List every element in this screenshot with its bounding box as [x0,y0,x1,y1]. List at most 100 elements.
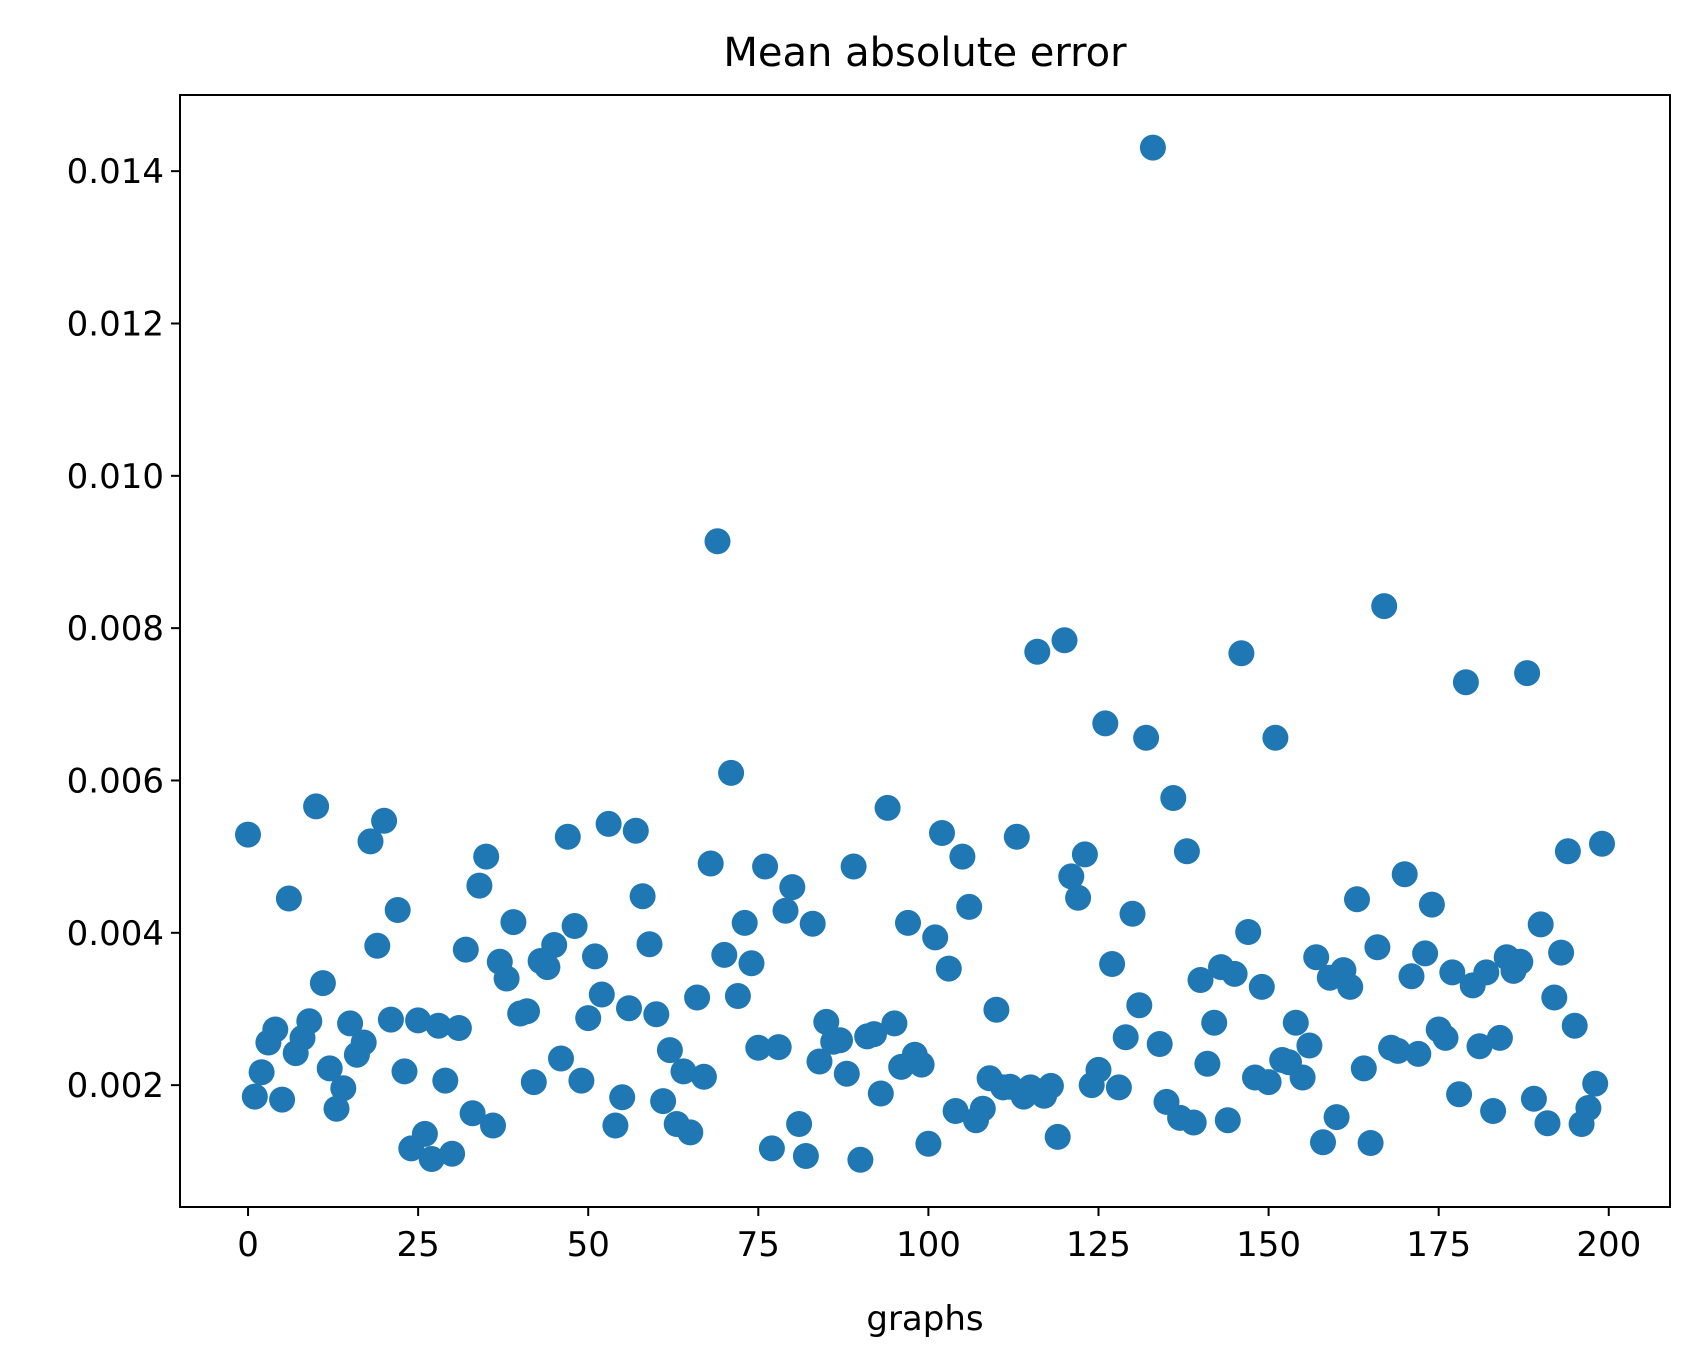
data-point [942,1098,969,1124]
data-point [1126,992,1153,1019]
data-point [799,910,826,937]
x-axis: 0 25 50 75 100 125 150 175 200 [237,1207,1641,1265]
data-point [745,1034,772,1061]
data-point [1527,911,1554,938]
y-tick-label: 0.002 [67,1066,164,1106]
data-point [1201,1009,1228,1036]
data-point [1514,660,1541,687]
data-point [1412,940,1439,967]
data-point [949,843,976,870]
data-point [1575,1095,1602,1121]
data-point [1371,593,1398,620]
data-point [1364,934,1391,961]
data-point [262,1016,289,1043]
data-point [786,1111,813,1137]
data-point [500,909,527,936]
data-point [534,954,561,981]
data-point [779,874,806,901]
data-point [1092,710,1119,737]
data-point [1303,944,1330,971]
data-point [1432,1024,1459,1051]
data-points [235,134,1615,1173]
data-point [929,820,955,846]
data-point [1289,1064,1316,1091]
data-point [833,1060,860,1087]
data-point [602,1112,629,1139]
data-point [1180,1109,1207,1136]
data-point [1323,1104,1350,1131]
data-point [738,950,765,977]
data-point [1119,900,1146,927]
data-point [480,1112,506,1139]
data-point [1221,960,1248,987]
data-point [629,883,656,910]
data-point [269,1086,296,1113]
data-point [1391,861,1418,888]
data-point [275,885,302,912]
data-point [554,823,581,850]
x-axis-label: graphs [866,1299,983,1339]
data-point [1248,973,1275,1000]
data-point [241,1083,268,1110]
data-point [1548,939,1575,966]
data-point [371,807,398,834]
data-point [337,1010,364,1037]
data-point [847,1146,874,1173]
data-point [514,998,540,1025]
data-point [1582,1070,1609,1097]
data-point [1398,963,1425,990]
data-point [520,1069,547,1096]
data-point [867,1080,894,1107]
data-point [758,1135,785,1162]
data-point [1473,959,1500,986]
data-point [935,955,962,982]
data-point [377,1006,404,1033]
data-point [1058,863,1085,890]
x-tick-label: 175 [1406,1225,1471,1265]
data-point [1418,891,1445,918]
data-point [908,1051,935,1078]
data-point [1439,959,1466,986]
data-point [650,1088,677,1115]
x-tick-label: 0 [237,1225,259,1265]
x-tick-label: 125 [1066,1225,1131,1265]
data-point [296,1008,323,1035]
data-point [677,1119,704,1146]
data-point [874,794,901,821]
data-point [1133,724,1160,751]
data-point [1228,640,1255,667]
data-point [922,924,949,951]
data-point [541,932,568,958]
data-point [704,528,731,555]
y-tick-label: 0.014 [67,152,164,192]
data-point [1187,967,1214,993]
data-point [561,913,588,939]
data-point [1262,724,1289,751]
data-point [1446,1081,1473,1108]
data-point [813,1008,840,1035]
data-point [697,850,724,877]
data-point [1235,919,1262,945]
plot-frame [179,94,1671,1208]
data-point [731,909,758,936]
y-tick-label: 0.012 [67,304,164,344]
data-point [1466,1033,1493,1060]
data-point [452,936,479,963]
data-point [622,817,649,844]
data-point [861,1021,887,1048]
data-point [1350,1055,1377,1082]
data-point [418,1146,445,1172]
data-point [1160,785,1187,811]
y-axis: 0.002 0.004 0.006 0.008 0.010 0.012 0.014 [67,152,180,1106]
data-point [1589,830,1615,857]
y-tick-label: 0.006 [67,761,164,801]
data-point [568,1067,595,1094]
data-point [1099,951,1126,977]
data-point [1310,1129,1336,1156]
data-point [1554,838,1581,865]
data-point [473,843,500,870]
data-point [792,1143,819,1169]
data-point [588,981,615,1008]
data-point [309,970,336,997]
